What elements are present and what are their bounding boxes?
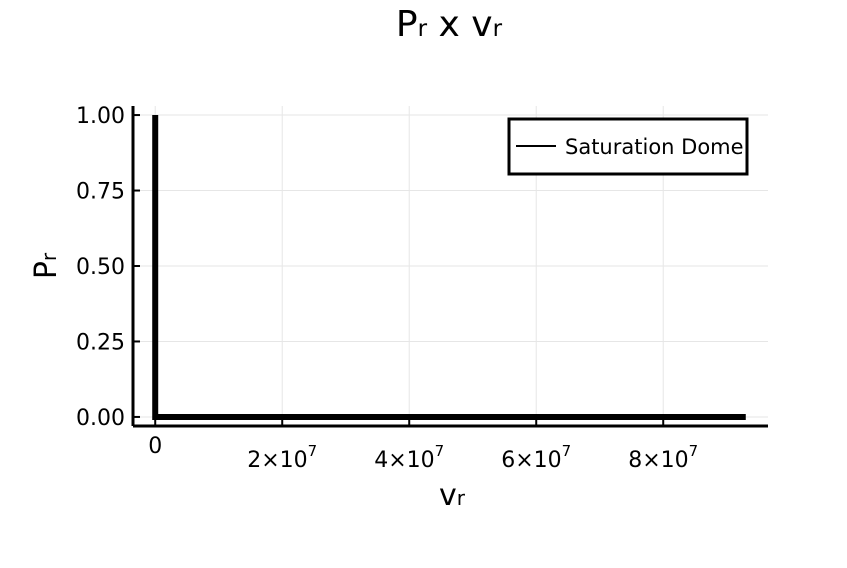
y-tick-label: 0.75 [76, 180, 125, 205]
series-line-0 [152, 115, 746, 420]
ticks: 0.00 0.25 0.50 0.75 1.00 0 2×107 4×107 6×107 8×10… [76, 104, 698, 473]
y-tick-label: 0.00 [76, 406, 125, 431]
y-tick-label: 0.50 [76, 255, 125, 280]
x-tick-label: 4×107 [374, 442, 444, 473]
series-layer [152, 115, 746, 420]
y-tick-label: 1.00 [76, 104, 125, 129]
x-tick-label: 6×107 [501, 442, 571, 473]
legend-label-saturation-dome: Saturation Dome [565, 135, 744, 159]
x-tick-label: 0 [148, 434, 162, 459]
legend: Saturation Dome [507, 117, 749, 176]
chart-title: Pr x vr [396, 4, 503, 45]
y-axis-label: Pr [29, 252, 64, 279]
x-tick-label: 8×107 [628, 442, 698, 473]
x-tick-label: 2×107 [247, 442, 317, 473]
x-axis-label: vr [439, 478, 466, 513]
y-tick-label: 0.25 [76, 330, 125, 355]
